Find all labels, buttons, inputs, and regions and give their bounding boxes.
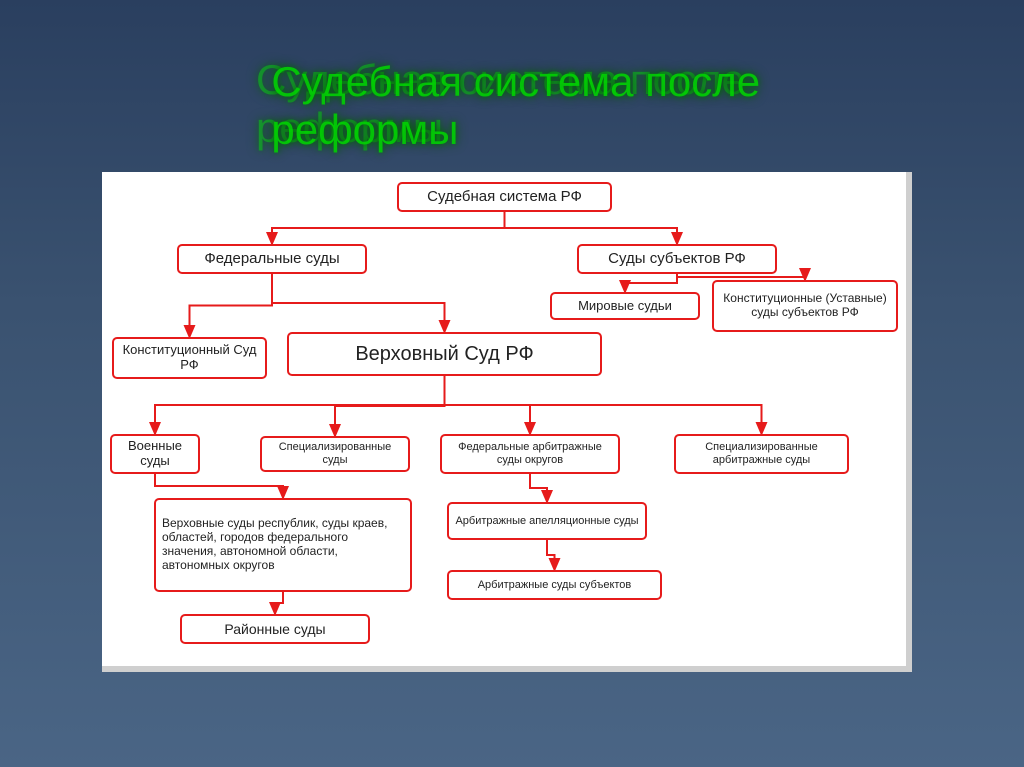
edge-arb_appeal-arb_sub — [547, 540, 555, 570]
slide-title: Судебная система после реформы — [271, 58, 773, 154]
node-republics: Верховные суды республик, суды краев, об… — [154, 498, 412, 592]
node-supreme: Верховный Суд РФ — [287, 332, 602, 376]
node-arb_sub: Арбитражные суды субъектов — [447, 570, 662, 600]
slide-background: Судебная система после реформы Судебная … — [0, 0, 1024, 767]
node-special: Специализированные суды — [260, 436, 410, 472]
edge-root-subjects — [505, 212, 678, 244]
edge-federal-konst_rf — [190, 274, 273, 337]
edge-root-federal — [272, 212, 505, 244]
node-federal: Федеральные суды — [177, 244, 367, 274]
node-fed_arb: Федеральные арбитражные суды округов — [440, 434, 620, 474]
edge-subjects-mirovye — [625, 274, 677, 292]
node-konst_sub: Конституционные (Уставные) суды субъекто… — [712, 280, 898, 332]
node-arb_appeal: Арбитражные апелляционные суды — [447, 502, 647, 540]
node-root: Судебная система РФ — [397, 182, 612, 212]
edge-military-republics — [155, 474, 283, 498]
edge-supreme-special — [335, 376, 445, 436]
edge-supreme-military — [155, 376, 445, 434]
edge-supreme-fed_arb — [445, 376, 531, 434]
node-spec_arb: Специализированные арбитражные суды — [674, 434, 849, 474]
node-military: Военные суды — [110, 434, 200, 474]
court-system-diagram: Судебная система РФ Федеральные суды Суды … — [102, 172, 912, 672]
edge-republics-district — [275, 592, 283, 614]
edge-federal-supreme — [272, 274, 445, 332]
edge-supreme-spec_arb — [445, 376, 762, 434]
node-subjects: Суды субъектов РФ — [577, 244, 777, 274]
node-konst_rf: Конституционный Суд РФ — [112, 337, 267, 379]
node-mirovye: Мировые судьи — [550, 292, 700, 320]
node-district: Районные суды — [180, 614, 370, 644]
edge-fed_arb-arb_appeal — [530, 474, 547, 502]
